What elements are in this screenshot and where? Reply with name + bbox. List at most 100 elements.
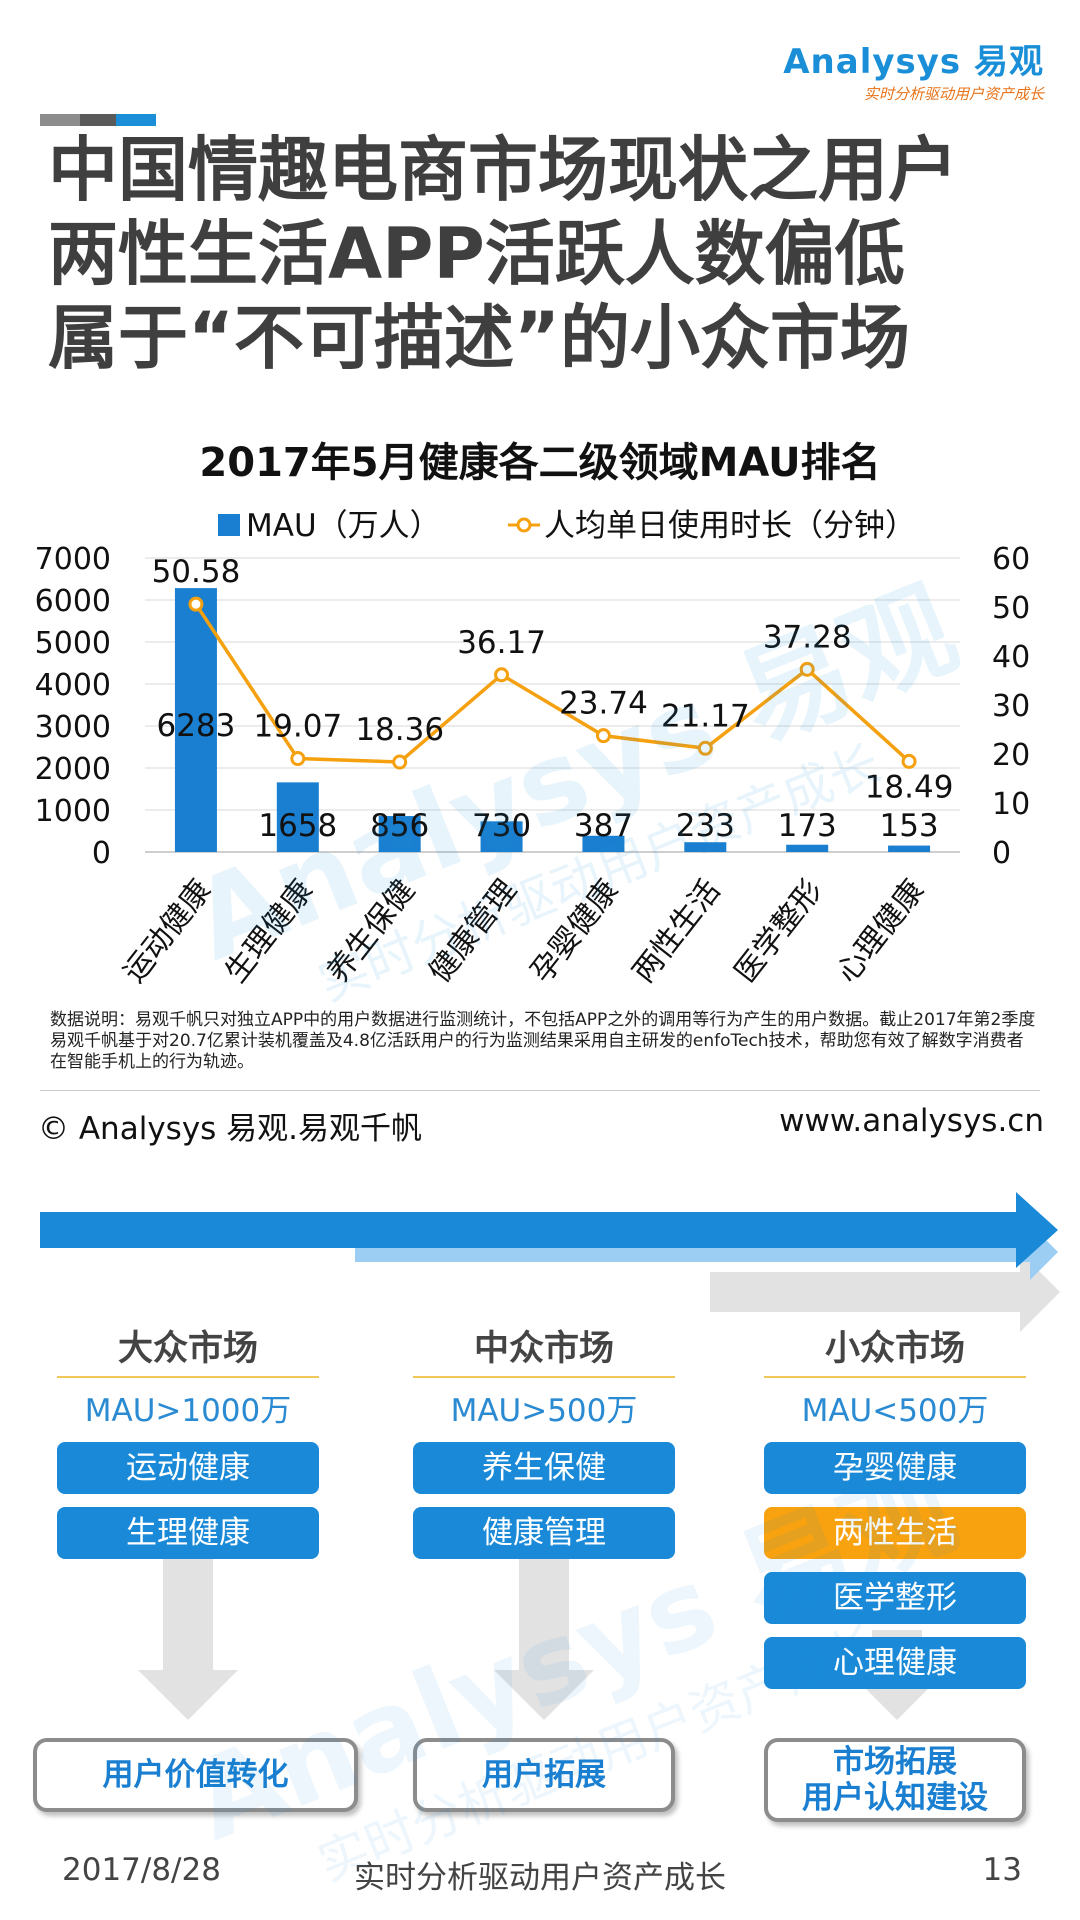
- logo: Analysys 易观 实时分析驱动用户资产成长: [783, 42, 1044, 104]
- bar: [174, 588, 217, 852]
- category-label: 医学整形: [728, 873, 829, 989]
- market-arrows: [40, 1192, 1060, 1720]
- page-number: 13: [982, 1852, 1022, 1888]
- market-criterion: MAU>500万: [450, 1393, 638, 1429]
- down-arrow-1: [138, 1540, 238, 1720]
- page-title: 中国情趣电商市场现状之用户 两性生活APP活跃人数偏低 属于“不可描述”的小众市…: [48, 128, 1048, 380]
- footer-slogan: 实时分析驱动用户资产成长: [354, 1860, 726, 1896]
- y-right-tick: 40: [992, 640, 1030, 675]
- y-right-tick: 50: [992, 591, 1030, 626]
- logo-cn: 易观: [974, 42, 1044, 82]
- title-line-2: 两性生活APP活跃人数偏低: [48, 213, 905, 295]
- category-label: 两性生活: [626, 873, 727, 989]
- segment-pill: 医学整形: [764, 1572, 1026, 1624]
- heading-underline: [764, 1376, 1026, 1378]
- y-left-tick: 2000: [35, 752, 111, 787]
- bar: [684, 842, 727, 852]
- bar: [582, 835, 625, 852]
- market-heading: 大众市场: [117, 1329, 258, 1369]
- line-value-label: 18.36: [355, 712, 444, 748]
- y-right-tick: 30: [992, 689, 1030, 724]
- category-label: 运动健康: [117, 873, 218, 989]
- bar-value-label: 233: [676, 808, 735, 844]
- outcome-line-2: 用户认知建设: [802, 1780, 988, 1816]
- line-value-label: 23.74: [559, 686, 648, 722]
- outcome-box: 市场拓展 用户认知建设: [764, 1738, 1026, 1822]
- line-point: [799, 661, 815, 677]
- outcome-line-1: 市场拓展: [833, 1744, 957, 1780]
- segment-pill: 心理健康: [764, 1637, 1026, 1689]
- bar-value-label: 6283: [156, 708, 235, 744]
- title-line-3: 属于“不可描述”的小众市场: [48, 297, 911, 379]
- line-point: [290, 751, 306, 767]
- y-right-tick: 20: [992, 738, 1030, 773]
- segment-pill-highlight: 两性生活: [764, 1507, 1026, 1559]
- line-point: [697, 740, 713, 756]
- legend-line-marker: [516, 517, 532, 533]
- light-blue-arrow: [355, 1224, 1058, 1280]
- title-accent-bar: [40, 114, 156, 126]
- bar: [480, 821, 523, 852]
- line-point: [188, 596, 204, 612]
- segment-pill: 生理健康: [57, 1507, 319, 1559]
- bar: [276, 782, 319, 852]
- bar-value-label: 856: [370, 808, 429, 844]
- y-right-tick: 10: [992, 787, 1030, 822]
- title-line-1: 中国情趣电商市场现状之用户: [48, 129, 958, 211]
- y-left-tick: 3000: [35, 710, 111, 745]
- footer-date: 2017/8/28: [62, 1852, 221, 1888]
- category-label: 心理健康: [830, 873, 931, 989]
- heading-underline: [57, 1376, 319, 1378]
- segment-pill: 养生保健: [413, 1442, 675, 1494]
- bar: [888, 845, 931, 852]
- copyright: © Analysys 易观.易观千帆: [38, 1111, 423, 1147]
- y-right-tick: 0: [992, 836, 1011, 871]
- market-criterion: MAU>1000万: [84, 1393, 292, 1429]
- category-label: 生理健康: [219, 873, 320, 989]
- y-left-tick: 6000: [35, 584, 111, 619]
- y-left-tick: 0: [92, 836, 111, 871]
- bar-value-label: 387: [574, 808, 633, 844]
- chart-title: 2017年5月健康各二级领域MAU排名: [199, 440, 881, 486]
- bar-value-label: 730: [472, 808, 531, 844]
- mau-chart: MAU（万人） 人均单日使用时长（分钟） 0 1000 2000 3000 4000 5000…: [35, 508, 1031, 989]
- logo-slogan: 实时分析驱动用户资产成长: [863, 85, 1044, 103]
- bar: [378, 816, 421, 852]
- line-point: [595, 728, 611, 744]
- line-value-label: 37.28: [763, 619, 852, 655]
- line-value-label: 21.17: [661, 698, 750, 734]
- divider: [40, 1090, 1040, 1091]
- y-right-tick: 60: [992, 542, 1030, 577]
- bar-value-label: 153: [879, 808, 938, 844]
- outcome-box: 用户拓展: [413, 1738, 675, 1812]
- duration-line: [194, 603, 911, 764]
- outcome-box: 用户价值转化: [33, 1738, 358, 1812]
- y-left-tick: 1000: [35, 794, 111, 829]
- bar-value-label: 173: [778, 808, 837, 844]
- legend-label: MAU（万人）: [246, 508, 441, 544]
- category-label: 孕婴健康: [524, 873, 625, 989]
- line-value-label: 50.58: [152, 554, 241, 590]
- line-point: [494, 667, 510, 683]
- y-left-tick: 4000: [35, 668, 111, 703]
- down-arrow-2: [494, 1540, 594, 1720]
- logo-brand: Analysys: [783, 42, 962, 82]
- line-value-label: 18.49: [865, 769, 954, 805]
- category-label: 养生保健: [321, 873, 422, 989]
- market-heading: 小众市场: [824, 1329, 965, 1369]
- segment-pill: 运动健康: [57, 1442, 319, 1494]
- market-heading: 中众市场: [473, 1329, 614, 1369]
- website: www.analysys.cn: [779, 1103, 1044, 1139]
- segment-pill: 孕婴健康: [764, 1442, 1026, 1494]
- bar: [786, 844, 829, 852]
- market-criterion: MAU<500万: [801, 1393, 989, 1429]
- category-label: 健康管理: [422, 873, 523, 989]
- gray-arrow: [710, 1252, 1060, 1332]
- heading-underline: [413, 1376, 675, 1378]
- dark-blue-arrow: [40, 1192, 1058, 1268]
- legend-label: 人均单日使用时长（分钟）: [544, 508, 916, 544]
- line-value-label: 19.07: [253, 709, 342, 745]
- segment-pill: 健康管理: [413, 1507, 675, 1559]
- data-note: 数据说明：易观千帆只对独立APP中的用户数据进行监测统计，不包括APP之外的调用…: [50, 1010, 1036, 1072]
- line-point: [392, 754, 408, 770]
